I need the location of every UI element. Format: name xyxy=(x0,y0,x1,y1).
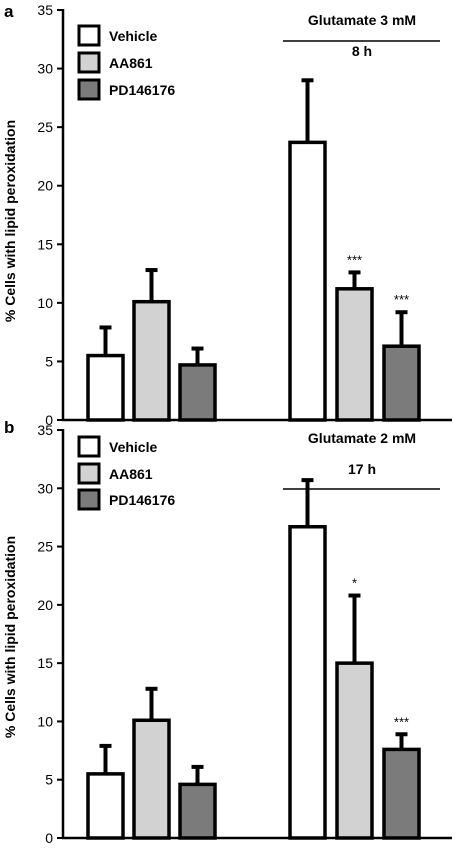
y-tick-label: 35 xyxy=(37,422,53,438)
legend-swatch-pd146176 xyxy=(77,78,101,101)
bar-aa861 xyxy=(132,299,171,422)
y-axis-label: % Cells with lipid peroxidation xyxy=(2,536,18,738)
bar-vehicle xyxy=(288,525,327,840)
legend-swatch-pd146176 xyxy=(77,488,101,511)
bar-pd146176 xyxy=(382,344,421,422)
condition-label: Glutamate 2 mM xyxy=(308,430,416,446)
condition-label: Glutamate 3 mM xyxy=(308,12,416,28)
legend-label-aa861: AA861 xyxy=(109,55,153,71)
y-tick-label: 10 xyxy=(37,713,53,729)
y-tick-label: 25 xyxy=(37,539,53,555)
y-tick-label: 25 xyxy=(37,119,53,135)
legend-label-pd146176: PD146176 xyxy=(109,492,175,508)
y-tick-label: 0 xyxy=(45,412,53,428)
panel-label: a xyxy=(4,2,14,21)
significance-label: *** xyxy=(347,252,362,267)
bar-vehicle xyxy=(86,353,125,422)
y-tick-label: 35 xyxy=(37,2,53,18)
legend-swatch-aa861 xyxy=(77,51,101,74)
significance-label: *** xyxy=(394,714,409,729)
legend-swatch-aa861 xyxy=(77,462,101,485)
y-tick-label: 5 xyxy=(45,772,53,788)
y-tick-label: 30 xyxy=(37,61,53,77)
bar-vehicle xyxy=(86,772,125,840)
y-tick-label: 10 xyxy=(37,295,53,311)
significance-label: * xyxy=(352,576,357,591)
bar-pd146176 xyxy=(178,782,217,840)
bar-vehicle xyxy=(288,140,327,422)
legend-label-aa861: AA861 xyxy=(109,466,153,482)
y-axis-label: % Cells with lipid peroxidation xyxy=(2,120,18,322)
legend-label-vehicle: Vehicle xyxy=(109,28,157,44)
panel-label: b xyxy=(4,418,14,437)
y-tick-label: 20 xyxy=(37,178,53,194)
panel-a: a 0 5 10 15 20 25 30 35 % Cells with lipid peroxi… xyxy=(2,2,452,428)
y-tick-label: 30 xyxy=(37,480,53,496)
y-tick-label: 15 xyxy=(37,236,53,252)
bar-aa861 xyxy=(335,287,374,422)
condition-duration: 8 h xyxy=(352,43,372,59)
y-tick-label: 0 xyxy=(45,830,53,846)
y-tick-label: 20 xyxy=(37,597,53,613)
y-tick-label: 15 xyxy=(37,655,53,671)
bar-aa861 xyxy=(132,718,171,840)
significance-label: *** xyxy=(394,292,409,307)
legend-label-pd146176: PD146176 xyxy=(109,82,175,98)
y-tick-label: 5 xyxy=(45,353,53,369)
condition-duration: 17 h xyxy=(348,461,376,477)
legend-swatch-vehicle xyxy=(77,435,101,458)
legend-swatch-vehicle xyxy=(77,24,101,47)
bar-pd146176 xyxy=(382,747,421,840)
bar-aa861 xyxy=(335,661,374,840)
bar-pd146176 xyxy=(178,363,217,422)
legend-label-vehicle: Vehicle xyxy=(109,439,157,455)
panel-b: b 0 5 10 15 20 25 30 35 % Cells with lipid peroxi… xyxy=(2,418,452,846)
